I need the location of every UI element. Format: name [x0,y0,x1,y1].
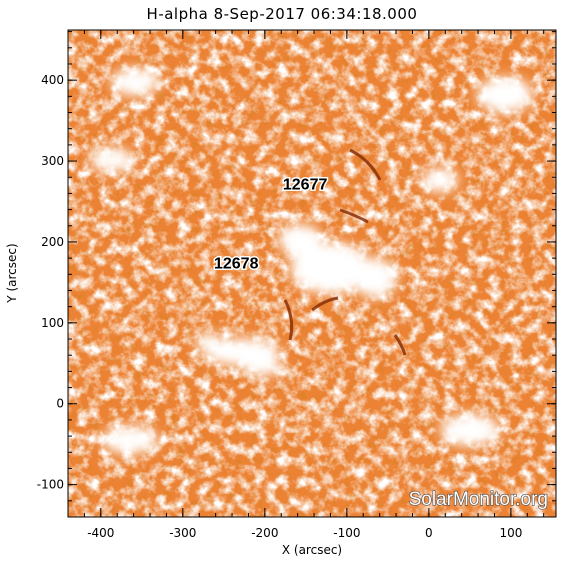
x-tick-label: -400 [87,526,114,540]
axis-ticks [67,30,556,518]
y-tick-label: 200 [41,235,64,249]
active-region-label: 12677 [283,176,328,193]
y-axis-label: Y (arcsec) [5,243,19,303]
solar-image [68,30,556,517]
image-title: H-alpha 8-Sep-2017 06:34:18.000 [146,5,418,23]
active-region-label: 12678 [214,256,259,273]
y-tick-label: 0 [56,397,64,411]
x-tick-label: -100 [333,526,360,540]
y-tick-label: 100 [41,316,64,330]
plot-frame [67,29,557,518]
x-tick-label: 0 [425,526,433,540]
x-axis-label: X (arcsec) [282,543,342,557]
solarmonitor-watermark: SolarMonitor.org [409,489,548,510]
y-tick-label: 400 [41,73,64,87]
x-tick-label: -300 [169,526,196,540]
dark-filaments [283,148,407,356]
plage-regions [90,68,533,454]
y-tick-label: 300 [41,154,64,168]
x-tick-label: 100 [499,526,522,540]
axis-tick-labels: -400 -300 -200 -100 0 100 -100 0 100 200 300 400 [37,73,523,540]
active-region-labels: 12677 12678 [212,175,328,274]
y-tick-label: -100 [37,478,64,492]
x-tick-label: -200 [251,526,278,540]
